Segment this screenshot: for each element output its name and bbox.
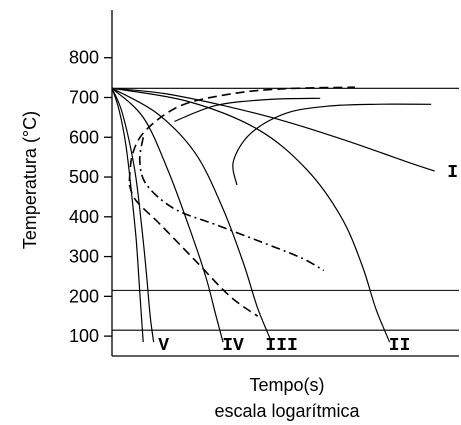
x-axis-subtitle: escala logarítmica bbox=[214, 401, 360, 421]
cooling-curve-ii bbox=[111, 87, 391, 343]
cooling-curve-iv bbox=[111, 87, 224, 343]
curve-label-ii: II bbox=[389, 336, 411, 356]
curve-label-i: I bbox=[447, 163, 458, 183]
y-tick-label: 600 bbox=[69, 127, 99, 147]
transformation-curve-2 bbox=[174, 97, 321, 122]
cooling-curves bbox=[111, 87, 435, 343]
transformation-curves bbox=[128, 86, 432, 317]
transformation-curve-5 bbox=[138, 137, 325, 272]
x-axis-title: Tempo(s) bbox=[249, 375, 324, 395]
y-tick-label: 100 bbox=[69, 326, 99, 346]
y-tick-label: 500 bbox=[69, 167, 99, 187]
y-axis-title: Temperatura (°C) bbox=[20, 111, 40, 249]
curve-label-iv: IV bbox=[222, 336, 244, 356]
y-axis-ticks: 100 200 300 400 500 600 700 800 bbox=[69, 48, 112, 346]
transformation-curve-1 bbox=[128, 86, 355, 182]
curve-label-v: V bbox=[158, 336, 169, 356]
curve-label-iii: III bbox=[265, 336, 297, 356]
transformation-curve-3 bbox=[232, 103, 432, 186]
cooling-curve-v bbox=[111, 88, 155, 343]
y-tick-label: 400 bbox=[69, 207, 99, 227]
transformation-curve-4 bbox=[128, 184, 259, 317]
y-tick-label: 300 bbox=[69, 247, 99, 267]
y-tick-label: 200 bbox=[69, 286, 99, 306]
y-tick-label: 800 bbox=[69, 48, 99, 68]
y-tick-label: 700 bbox=[69, 87, 99, 107]
cooling-curve-iii bbox=[111, 87, 273, 343]
cooling-curve-unlabeled-5 bbox=[111, 88, 144, 343]
reference-lines bbox=[112, 87, 459, 331]
cooling-curve-i bbox=[111, 87, 435, 172]
